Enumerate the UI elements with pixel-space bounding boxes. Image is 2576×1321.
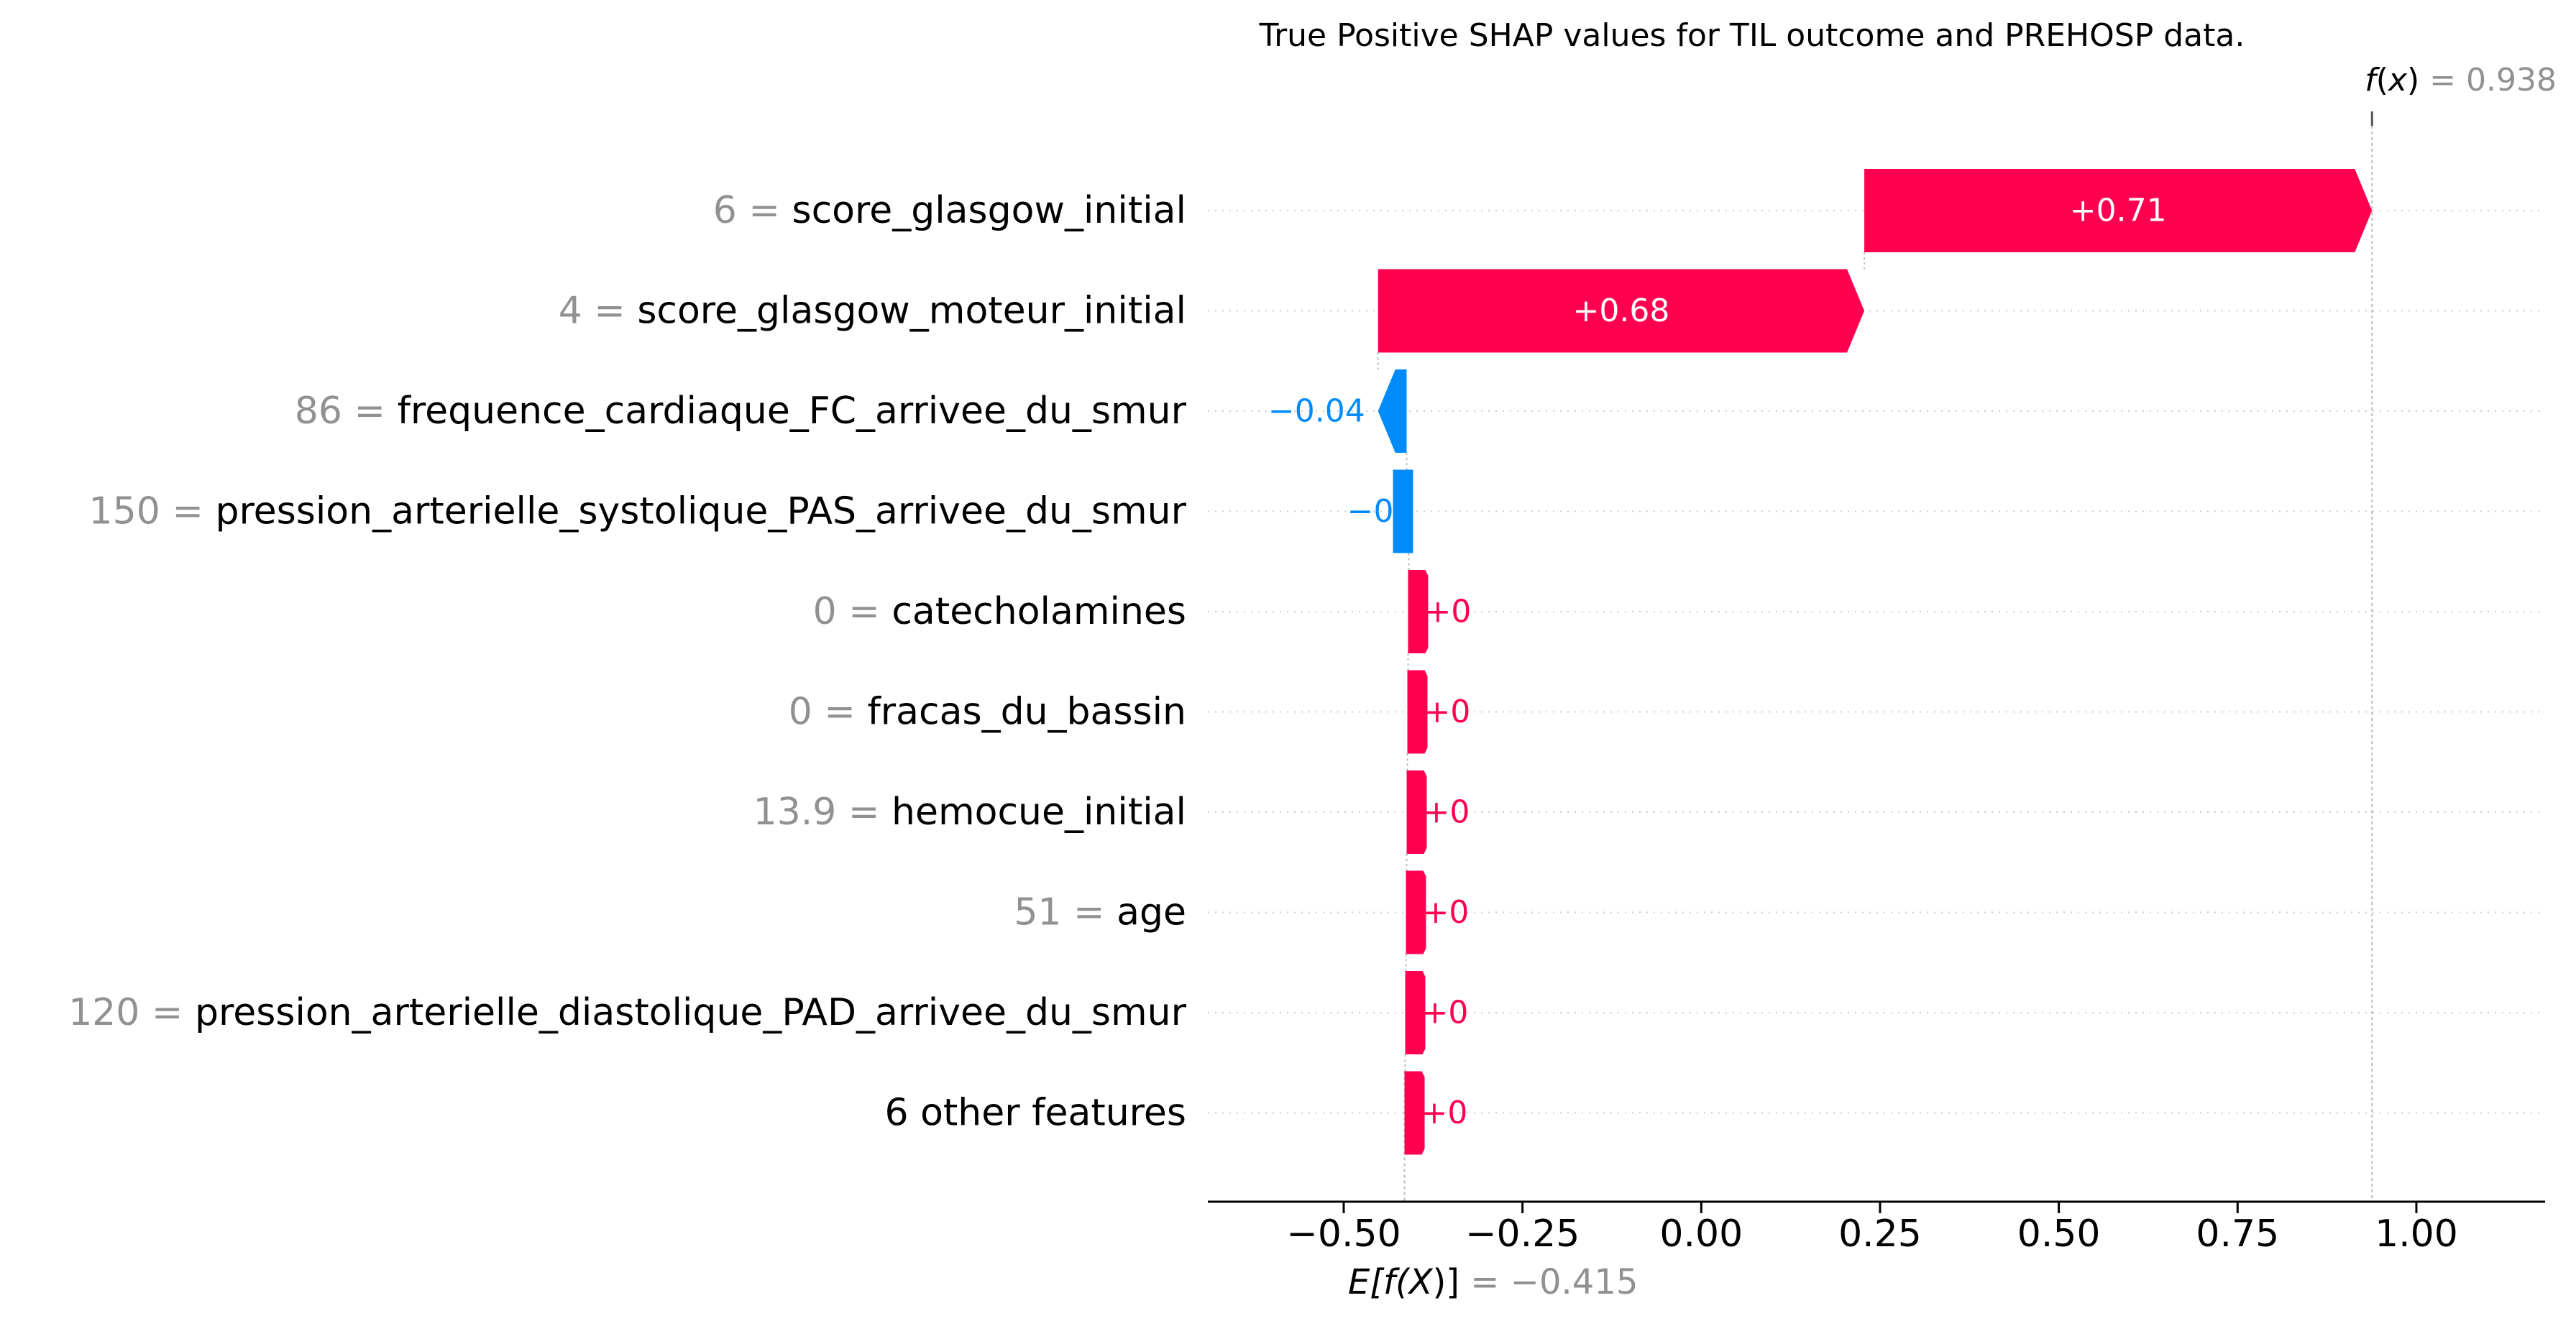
bar-9 <box>1405 971 1426 1054</box>
bars <box>1378 169 2373 1155</box>
feature-value: 120 = <box>68 991 195 1034</box>
base-suffix: )] <box>1433 1262 1471 1302</box>
feature-name: frequence_cardiaque_FC_arrivee_du_smur <box>398 390 1187 433</box>
fx-arg: x <box>2387 62 2408 98</box>
bar-6 <box>1407 670 1428 754</box>
bar-1 <box>1864 169 2373 252</box>
base-value: = −0.415 <box>1470 1262 1638 1302</box>
bar-labels: +0.71 +0.68 −0.04 −0 +0 +0 +0 +0 +0 +0 <box>1268 193 2167 1132</box>
fx-paren-open: ( <box>2376 62 2388 98</box>
feature-name: score_glasgow_moteur_initial <box>637 290 1186 333</box>
feature-value: 86 = <box>295 390 398 433</box>
bar-value-label: +0 <box>1421 1095 1468 1131</box>
bar-value-label: −0.04 <box>1268 393 1365 430</box>
feature-name: catecholamines <box>891 590 1186 633</box>
feature-name: age <box>1117 891 1186 934</box>
feature-label: 6 other features <box>884 1092 1186 1135</box>
feature-value: 13.9 = <box>753 791 891 834</box>
feature-labels: 6 = score_glasgow_initial 4 = score_glasg… <box>68 189 1187 1135</box>
fx-value-text: f(x) = 0.938 <box>2365 62 2557 98</box>
feature-value: 6 = <box>713 189 792 232</box>
feature-value: 51 = <box>1014 891 1117 934</box>
x-tick-label: 0.00 <box>1659 1212 1743 1256</box>
chart-title: True Positive SHAP values for TIL outcom… <box>1259 17 2245 54</box>
bar-value-label: −0 <box>1347 493 1394 530</box>
bar-5 <box>1408 570 1429 653</box>
feature-value: 150 = <box>89 490 216 533</box>
feature-label: 4 = score_glasgow_moteur_initial <box>559 290 1186 333</box>
bar-value-label: +0.71 <box>2070 193 2167 229</box>
base-arg: X <box>1407 1262 1434 1302</box>
bar-8 <box>1406 870 1426 954</box>
bar-7 <box>1406 770 1427 854</box>
fx-value: = 0.938 <box>2429 62 2557 98</box>
x-tick-label: 0.25 <box>1838 1212 1922 1256</box>
x-tick-label: 0.75 <box>2196 1212 2279 1256</box>
bar-value-label: +0 <box>1424 794 1470 831</box>
base-symbol: E[f( <box>1348 1262 1411 1302</box>
feature-name: hemocue_initial <box>891 791 1186 834</box>
feature-label: 86 = frequence_cardiaque_FC_arrivee_du_s… <box>295 390 1187 433</box>
feature-label: 0 = catecholamines <box>813 590 1186 633</box>
feature-label: 0 = fracas_du_bassin <box>789 691 1186 734</box>
x-tick-label: −0.25 <box>1465 1212 1580 1256</box>
feature-value: 4 = <box>559 290 638 333</box>
feature-label: 13.9 = hemocue_initial <box>753 791 1186 834</box>
bar-value-label: +0.68 <box>1572 293 1669 329</box>
feature-label: 6 = score_glasgow_initial <box>713 189 1186 232</box>
feature-label: 120 = pression_arterielle_diastolique_PA… <box>68 991 1187 1034</box>
x-tick-label: 1.00 <box>2375 1212 2458 1256</box>
x-tick-label: 0.50 <box>2017 1212 2101 1256</box>
base-value-text: E[f(X)] = −0.415 <box>1348 1262 1638 1302</box>
feature-name: pression_arterielle_diastolique_PAD_arri… <box>195 991 1187 1034</box>
bar-value-label: +0 <box>1424 594 1471 630</box>
bar-value-label: +0 <box>1423 894 1470 931</box>
feature-label: 150 = pression_arterielle_systolique_PAS… <box>89 490 1187 533</box>
feature-name: fracas_du_bassin <box>867 691 1186 734</box>
feature-value: 0 = <box>789 691 868 734</box>
bar-4 <box>1393 469 1413 553</box>
base-value-label: E[f(X)] = −0.415 <box>1348 1262 1638 1302</box>
bar-2 <box>1378 269 1865 353</box>
feature-name: 6 other features <box>884 1092 1186 1135</box>
feature-name: pression_arterielle_systolique_PAS_arriv… <box>215 490 1186 533</box>
bar-10 <box>1404 1071 1425 1155</box>
bar-3 <box>1378 369 1407 453</box>
x-tick-label: −0.50 <box>1286 1212 1401 1256</box>
feature-value: 0 = <box>813 590 892 633</box>
bar-value-label: +0 <box>1422 995 1469 1031</box>
bar-value-label: +0 <box>1424 694 1471 730</box>
feature-label: 51 = age <box>1014 891 1186 934</box>
feature-name: score_glasgow_initial <box>792 189 1187 232</box>
fx-paren-close: ) <box>2407 62 2429 98</box>
fx-label: f(x) = 0.938 <box>2365 62 2557 98</box>
x-axis: −0.50 −0.25 0.00 0.25 0.50 0.75 1.00 <box>1208 1200 2545 1256</box>
